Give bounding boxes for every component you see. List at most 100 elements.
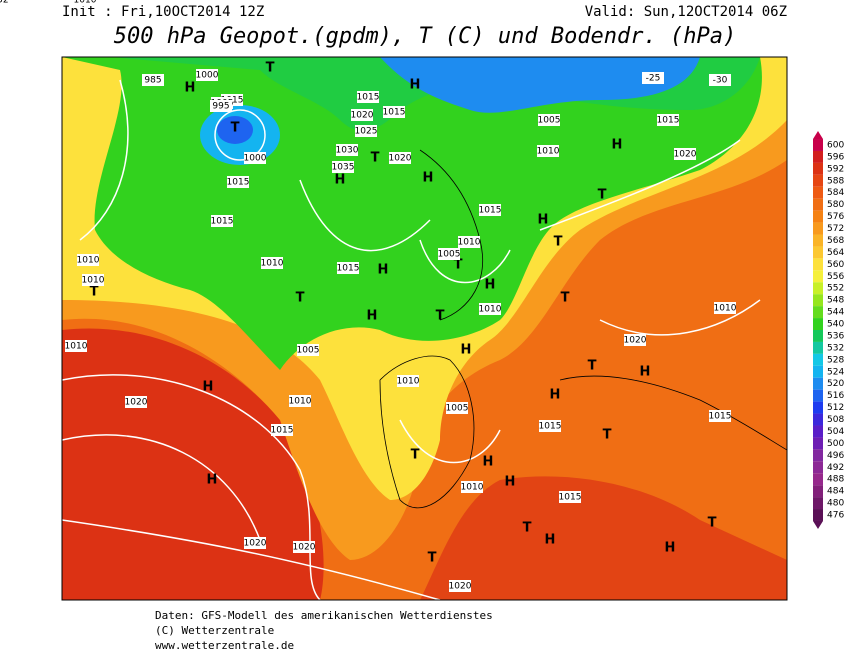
label-box (383, 106, 405, 118)
legend-label: 536 (827, 331, 844, 341)
legend-arrow-bottom (813, 520, 823, 529)
legend-swatch (813, 294, 823, 307)
pressure-center: T (554, 235, 563, 250)
legend-swatch (813, 509, 823, 521)
contour-label: 1020 (244, 539, 267, 549)
legend-swatch (813, 353, 823, 366)
label-box (142, 74, 164, 86)
field-blue (380, 57, 700, 113)
contour-label: 1010 (397, 377, 420, 387)
contour-label: 1015 (357, 93, 380, 103)
label-box (539, 420, 561, 432)
contour-label: 1020 (389, 154, 412, 164)
footer-line: www.wetterzentrale.de (155, 639, 294, 652)
map-frame (61, 56, 788, 601)
contour-label: 1015 (479, 206, 502, 216)
label-box (355, 125, 377, 137)
label-box (337, 262, 359, 274)
legend-label: 552 (827, 284, 844, 294)
label-box (244, 537, 266, 549)
contour-label: 1015 (211, 217, 234, 227)
legend-swatch (813, 318, 823, 330)
map-labels: HHTTHTHHTHTTHHTHTHTHTHHTTHHTHTHTHT101510… (0, 0, 737, 592)
field-low-core (217, 116, 253, 144)
contour-label: 1010 (82, 276, 105, 286)
legend-label: 516 (827, 391, 844, 401)
legend-swatch (813, 282, 823, 295)
label-box (389, 152, 411, 164)
pressure-center: H (423, 171, 434, 186)
legend-swatch (813, 389, 823, 402)
legend-label: 528 (827, 355, 844, 365)
label-box (479, 204, 501, 216)
label-box (709, 74, 731, 86)
label-box (271, 424, 293, 436)
pressure-center: H (612, 138, 623, 153)
legend-swatch (813, 425, 823, 438)
legend-label: 500 (827, 439, 844, 449)
contour-label: 1015 (709, 412, 732, 422)
legend-label: 484 (827, 487, 844, 497)
label-box (125, 396, 147, 408)
map-field (62, 57, 787, 600)
pressure-center: H (640, 365, 651, 380)
legend-swatch (813, 330, 823, 342)
pressure-center: T (411, 448, 420, 463)
pressure-center: T (598, 188, 607, 203)
pressure-center: H (538, 213, 549, 228)
label-box (446, 402, 468, 414)
contour-label: 1030 (336, 146, 359, 156)
label-box (74, 0, 96, 6)
legend-label: 600 (827, 141, 844, 151)
legend-swatch (813, 341, 823, 354)
legend-swatch (813, 365, 823, 378)
pressure-center: H (185, 81, 196, 96)
legend-label: 588 (827, 176, 844, 186)
legend-swatch (813, 485, 823, 498)
contour-label: 1005 (538, 116, 561, 126)
field-red-s (420, 476, 787, 600)
footer-line: (C) Wetterzentrale (155, 624, 274, 637)
contour-label: -30 (713, 76, 728, 86)
label-box (642, 72, 664, 84)
legend-label: 504 (827, 427, 844, 437)
label-box (289, 395, 311, 407)
legend-swatch (813, 198, 823, 211)
label-box (714, 302, 736, 314)
contour-label: 1015 (227, 178, 250, 188)
contour-label: 1020 (125, 398, 148, 408)
pressure-center: H (665, 541, 676, 556)
label-box (449, 580, 471, 592)
legend-swatch (813, 222, 823, 235)
label-box (624, 334, 646, 346)
legend-swatch (813, 497, 823, 510)
valid-time: Valid: Sun,12OCT2014 06Z (585, 4, 787, 20)
contour-label: 1020 (449, 582, 472, 592)
legend-swatch (813, 461, 823, 474)
contour-label: 1015 (383, 108, 406, 118)
map-title: 500 hPa Geopot.(gpdm), T (C) und Bodendr… (114, 24, 737, 49)
label-box (397, 375, 419, 387)
pressure-center: T (708, 516, 717, 531)
label-box (336, 144, 358, 156)
legend-label: 544 (827, 308, 844, 318)
label-box (227, 176, 249, 188)
pressure-center: T (90, 285, 99, 300)
legend-label: 476 (827, 511, 844, 521)
label-box (210, 100, 232, 112)
legend-label: 572 (827, 224, 844, 234)
legend-label: 548 (827, 296, 844, 306)
label-box (293, 541, 315, 553)
contour-label: 1010 (714, 304, 737, 314)
label-box (538, 114, 560, 126)
legend-swatch (813, 162, 823, 175)
pressure-center: T (296, 291, 305, 306)
contour-label: 1010 (261, 259, 284, 269)
footer-line: Daten: GFS-Modell des amerikanischen Wet… (155, 609, 493, 622)
contour-label: 1015 (539, 422, 562, 432)
pressure-center: T (428, 551, 437, 566)
contour-label: 1015 (657, 116, 680, 126)
legend-label: 512 (827, 403, 844, 413)
label-box (196, 69, 218, 81)
contour-label: 1010 (77, 256, 100, 266)
